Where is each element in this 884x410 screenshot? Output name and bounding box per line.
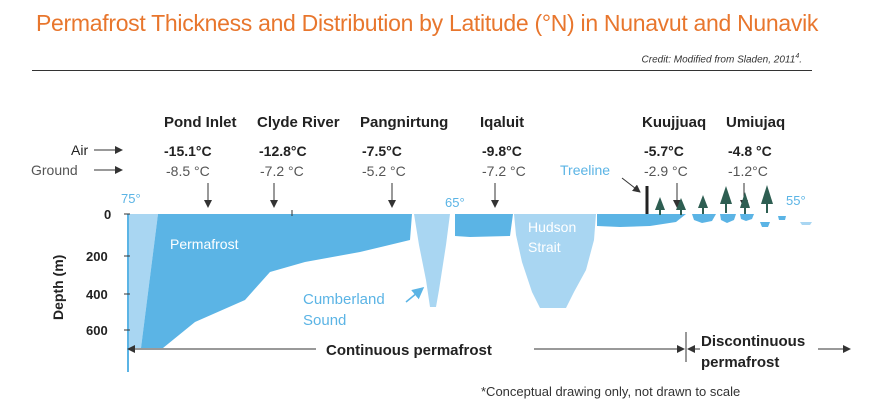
tree-icon: [740, 192, 750, 214]
air-temp: -15.1°C: [164, 143, 212, 159]
treeline-pointer: [621, 177, 641, 193]
permafrost-patch-3: [740, 214, 754, 221]
tree-icon: [698, 195, 708, 214]
permafrost-kuujjuaq: [597, 214, 686, 227]
hudson-strait-shape: [514, 214, 596, 308]
hudson-label: Strait: [528, 239, 561, 255]
permafrost-patch-5: [778, 216, 786, 220]
permafrost-label: Permafrost: [170, 236, 239, 252]
y-tick-label-200: 200: [86, 249, 108, 264]
y-tick-label-0: 0: [104, 207, 111, 222]
ground-temp: -5.2 °C: [362, 163, 406, 179]
permafrost-main: [141, 214, 412, 348]
credit-ref: 4: [795, 53, 800, 60]
y-tick-label-600: 600: [86, 323, 108, 338]
permafrost-iqaluit: [455, 214, 513, 237]
title-rule: [32, 70, 812, 71]
ground-temp: -1.2°C: [728, 163, 768, 179]
air-temp: -7.5°C: [362, 143, 402, 159]
ground-temp: -7.2 °C: [482, 163, 526, 179]
hudson-label: Hudson: [528, 219, 576, 235]
small-lake: [800, 222, 812, 225]
tree-icon: [676, 198, 686, 215]
ground-temp: -2.9 °C: [644, 163, 688, 179]
cumberland-sound-shape: [414, 214, 450, 307]
treeline-label: Treeline: [560, 162, 610, 178]
ground-temp: -7.2 °C: [260, 163, 304, 179]
air-temp: -9.8°C: [482, 143, 522, 159]
discontinuous-label: Discontinuous: [701, 333, 805, 350]
continuous-label: Continuous permafrost: [326, 342, 492, 359]
permafrost-patch-1: [692, 214, 716, 223]
footnote: *Conceptual drawing only, not drawn to s…: [481, 384, 740, 399]
location-name: Umiujaq: [726, 114, 785, 131]
credit-note: Credit: Modified from Sladen, 20114.: [642, 53, 802, 65]
tree-icon: [720, 186, 732, 213]
air-temp: -12.8°C: [259, 143, 307, 159]
air-temp: -5.7°C: [644, 143, 684, 159]
location-name: Kuujjuaq: [642, 114, 706, 131]
discontinuous-label: permafrost: [701, 354, 779, 371]
location-name: Pangnirtung: [360, 114, 448, 131]
location-name: Iqaluit: [480, 114, 524, 131]
air-row-label: Air: [71, 142, 88, 158]
latitude-label: 75°: [121, 191, 141, 206]
ground-temp: -8.5 °C: [166, 163, 210, 179]
latitude-label: 65°: [445, 195, 465, 210]
cumberland-arrow: [405, 287, 425, 303]
latitude-label: 55°: [786, 193, 806, 208]
page-title: Permafrost Thickness and Distribution by…: [36, 10, 819, 36]
ground-row-label: Ground: [31, 162, 78, 178]
permafrost-patch-2: [720, 214, 736, 223]
arctic-water-left: [128, 214, 158, 348]
cumberland-label: Cumberland: [303, 291, 385, 308]
credit-end: .: [799, 54, 802, 66]
location-name: Clyde River: [257, 114, 340, 131]
tree-icon: [761, 185, 773, 213]
permafrost-patch-4: [760, 222, 770, 227]
y-tick-label-400: 400: [86, 287, 108, 302]
credit-text: Credit: Modified from Sladen, 2011: [641, 54, 796, 66]
cumberland-label: Sound: [303, 312, 346, 329]
tree-icon: [655, 197, 665, 215]
air-temp: -4.8 °C: [728, 143, 772, 159]
y-axis-label: Depth (m): [50, 255, 66, 320]
location-name: Pond Inlet: [164, 114, 237, 131]
